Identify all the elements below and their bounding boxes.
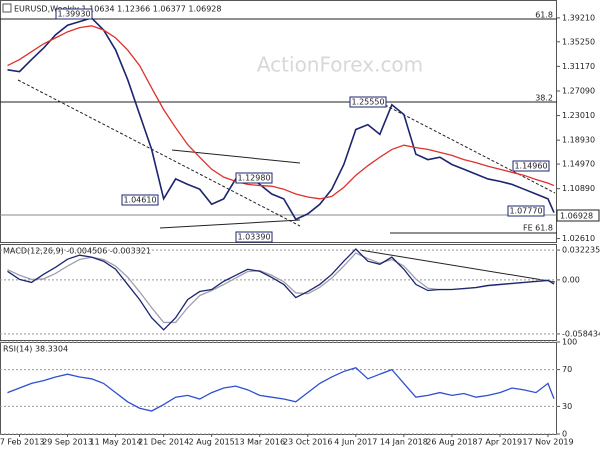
series-line (7, 25, 555, 200)
annotation: 1.39930 (57, 10, 90, 19)
annotation-box (121, 194, 159, 206)
annotation: 1.14960 (514, 162, 547, 171)
chart-title: EURUSD,Weekly 1.10634 1.12366 1.06377 1.… (14, 5, 221, 14)
x-tick-label: 14 Jan 2018 (380, 438, 428, 447)
annotation: 1.12980 (237, 174, 270, 183)
macd-panel (0, 244, 557, 341)
x-tick-label: 7 Apr 2019 (478, 438, 522, 447)
series-line (7, 248, 555, 331)
x-tick-label: 29 Sep 2013 (42, 438, 93, 447)
y-tick-label: 1.02610 (562, 234, 595, 243)
y-tick-label: 1.27090 (562, 86, 595, 95)
x-tick-label: 21 Dec 2014 (138, 438, 189, 447)
rsi-panel (0, 342, 557, 435)
y-tick-label: 1.14970 (562, 160, 595, 169)
y-tick-label: 1.23010 (562, 111, 595, 120)
annotation-box (235, 172, 273, 184)
fib-label: FE 61.8 (523, 224, 553, 233)
last-price-label: 1.06928 (560, 212, 593, 221)
annotation: 1.25550 (351, 98, 384, 107)
y-tick-label: 0.00 (562, 275, 580, 284)
x-tick-label: 26 Aug 2018 (426, 438, 477, 447)
annotation-box (507, 205, 545, 217)
series-line (7, 367, 555, 412)
y-tick-label: 1.35250 (562, 37, 595, 46)
x-tick-label: 2 Aug 2015 (189, 438, 235, 447)
y-tick-label: 70 (562, 365, 572, 374)
x-tick-label: 17 Nov 2019 (522, 438, 573, 447)
annotation-box (55, 8, 93, 20)
x-tick-label: 17 Feb 2013 (0, 438, 44, 447)
y-tick-label: 0.032235 (562, 246, 600, 255)
trend-line (359, 249, 556, 283)
watermark: ActionForex.com (257, 53, 423, 77)
trend-line (17, 79, 301, 227)
x-tick-label: 23 Oct 2016 (283, 438, 332, 447)
fib-label: 38.2 (535, 94, 553, 103)
y-tick-label: 30 (562, 402, 572, 411)
series-line (7, 17, 555, 221)
annotation-box (349, 96, 387, 108)
trend-line (384, 104, 556, 194)
chart-title: RSI(14) 38.3304 (3, 345, 68, 354)
annotation: 1.07770 (509, 207, 542, 216)
trend-line (159, 219, 301, 229)
y-tick-label: 100 (562, 338, 577, 347)
y-tick-label: 1.18930 (562, 136, 595, 145)
y-tick-label: 1.10890 (562, 184, 595, 193)
menu-icon[interactable] (2, 3, 12, 13)
y-tick-label: -0.058434 (562, 329, 600, 338)
y-tick-label: 1.39210 (562, 13, 595, 22)
x-tick-label: 11 May 2014 (90, 438, 142, 447)
x-tick-label: 4 Jun 2017 (334, 438, 377, 447)
y-tick-label: 1.31170 (562, 62, 595, 71)
annotation: 1.03390 (237, 233, 270, 242)
price-panel (0, 0, 557, 243)
chart-title: MACD(12,26,9) -0.004506 -0.003321 (3, 247, 151, 256)
annotation: 1.04610 (123, 196, 156, 205)
trend-line (171, 149, 301, 164)
last-price-box (556, 209, 600, 222)
fib-label: 61.8 (535, 11, 553, 20)
annotation-box (512, 160, 550, 172)
annotation-box (235, 231, 273, 243)
x-tick-label: 13 Mar 2016 (234, 438, 285, 447)
y-tick-label: 0 (562, 430, 567, 439)
